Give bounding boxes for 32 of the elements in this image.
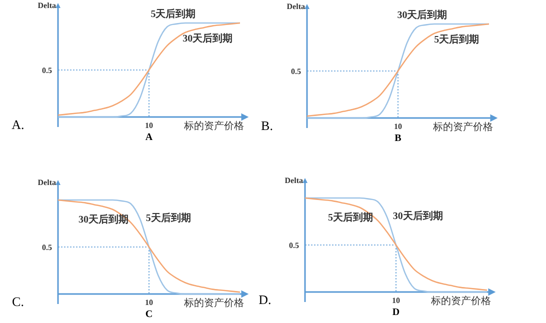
ref-line-label: 0.5 [291, 67, 301, 76]
y-axis-title: Delta [284, 176, 303, 185]
series-label: 30天后到期 [182, 32, 233, 45]
x-axis-title: 标的资产价格 [432, 121, 493, 133]
text: 10 [145, 121, 153, 130]
ref-line-label: 0.5 [42, 243, 52, 252]
series-label: 5天后到期 [328, 212, 373, 224]
text: B [394, 133, 402, 144]
text: D [392, 307, 400, 318]
text: A [145, 132, 154, 143]
series-label: 30天后到期 [397, 8, 448, 21]
y-axis-title: Delta [286, 2, 305, 11]
series-label: 5天后到期 [146, 212, 191, 224]
ref-line-label: 0.5 [42, 66, 52, 75]
text: 10 [145, 298, 153, 307]
text: C. [12, 294, 24, 309]
y-axis-title: Delta [38, 1, 56, 10]
x-axis-title: 标的资产价格 [183, 297, 244, 309]
series-label: 5天后到期 [434, 34, 480, 46]
y-axis-title: Delta [38, 178, 56, 187]
text: 10 [392, 296, 400, 305]
series-label: 30天后到期 [392, 210, 443, 222]
text: A. [12, 117, 24, 132]
x-axis-title: 标的资产价格 [183, 120, 244, 132]
text: B. [261, 118, 273, 133]
x-axis-title: 标的资产价格 [430, 295, 491, 307]
text: 10 [394, 122, 402, 131]
series-label: 5天后到期 [150, 8, 196, 20]
text: C [145, 309, 153, 320]
text: D. [258, 292, 272, 307]
ref-line-label: 0.5 [289, 241, 299, 250]
series-label: 30天后到期 [78, 214, 128, 226]
